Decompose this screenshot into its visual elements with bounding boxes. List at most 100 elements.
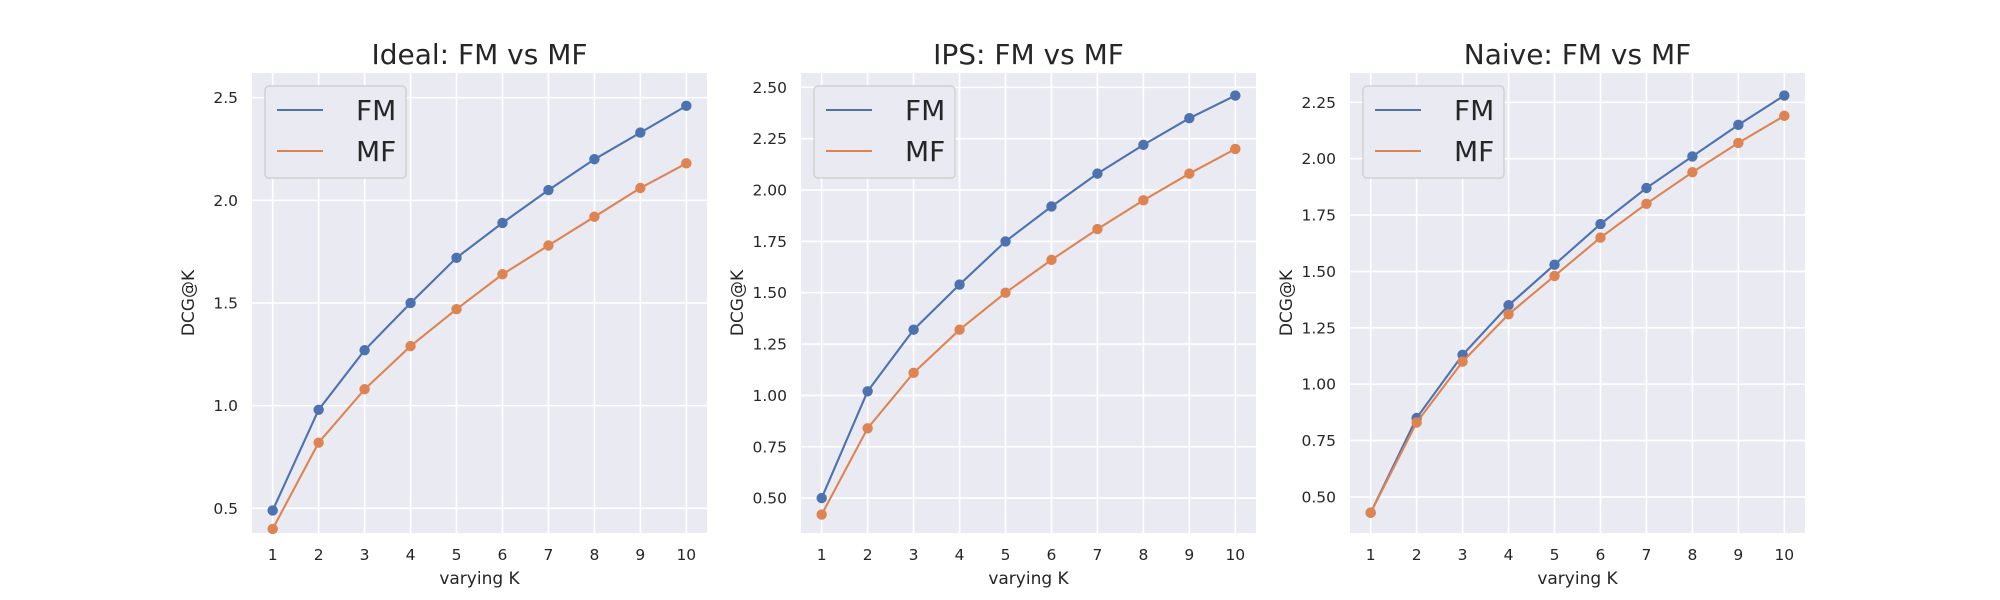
x-tick-label: 1: [1366, 546, 1376, 564]
data-point-fm: [1595, 218, 1606, 230]
data-point-fm: [1687, 151, 1698, 162]
y-tick-label: 1.75: [1301, 207, 1336, 225]
data-point-mf: [1184, 168, 1195, 179]
x-tick-label: 3: [1458, 546, 1468, 564]
data-point-mf: [954, 324, 965, 335]
y-tick-label: 2.00: [752, 182, 787, 200]
legend: FM MF: [813, 85, 956, 179]
data-point-mf: [497, 269, 508, 280]
y-tick-label: 0.50: [752, 490, 787, 508]
data-point-fm: [1779, 90, 1790, 101]
x-tick-label: 2: [863, 546, 873, 564]
chart-panel-3: 1 2 3 4 5 6 7 8 9 10 0.50 0.75 1.00 1.25 1.50 1.75 2.00 2…: [1277, 38, 1805, 589]
data-point-mf: [1411, 417, 1422, 428]
data-point-mf: [908, 367, 919, 379]
x-tick-label: 4: [406, 546, 416, 564]
x-tick-label: 8: [589, 546, 599, 564]
x-tick-label: 7: [1642, 546, 1652, 564]
chart-title: Ideal: FM vs MF: [371, 38, 587, 71]
x-tick-label: 10: [1225, 546, 1245, 564]
data-point-fm: [1184, 112, 1195, 124]
data-point-mf: [1457, 356, 1468, 367]
x-tick-label: 1: [268, 546, 278, 564]
series-line-fm: [271, 104, 687, 511]
x-tick-label: 6: [1047, 546, 1057, 564]
x-tick-label: 4: [955, 546, 965, 564]
y-axis-label: DCG@K: [728, 269, 748, 336]
y-axis-label: DCG@K: [1277, 269, 1297, 336]
data-point-fm: [589, 154, 600, 165]
y-tick-label: 1.25: [1301, 319, 1336, 337]
data-point-fm: [1092, 168, 1103, 179]
x-tick-label: 9: [1733, 546, 1743, 564]
x-tick-label: 6: [498, 546, 508, 564]
data-point-mf: [543, 240, 554, 251]
x-tick-label: 9: [1184, 546, 1194, 564]
legend-label-fm: FM: [1454, 94, 1494, 127]
y-tick-label: 0.75: [752, 438, 787, 456]
legend-label-fm: FM: [905, 94, 945, 127]
legend-label-mf: MF: [356, 135, 396, 168]
x-tick-label: 10: [676, 546, 696, 564]
chart-panel-1: 1 2 3 4 5 6 7 8 9 10 0.5 1.0 1.5 2.0 2.5 varying K DCG@K…: [179, 38, 707, 589]
series-line-fm: [1369, 94, 1785, 514]
data-point-fm: [543, 184, 554, 196]
data-point-mf: [1000, 287, 1011, 298]
x-tick-label: 5: [452, 546, 462, 564]
y-tick-label: 2.0: [213, 192, 238, 210]
data-point-fm: [451, 252, 462, 264]
y-tick-label: 0.5: [213, 500, 238, 518]
y-tick-label: 1.0: [213, 397, 238, 415]
data-point-mf: [1365, 507, 1376, 518]
y-tick-label: 1.50: [1301, 263, 1336, 281]
data-point-fm: [816, 492, 827, 504]
data-point-fm: [267, 505, 278, 516]
legend-label-mf: MF: [1454, 135, 1494, 168]
x-axis-label: varying K: [1537, 569, 1618, 589]
data-point-fm: [1000, 236, 1011, 247]
data-point-mf: [267, 523, 278, 535]
legend: FM MF: [1362, 85, 1505, 179]
x-axis-label: varying K: [439, 569, 520, 589]
x-tick-label: 3: [360, 546, 370, 564]
y-tick-label: 1.75: [752, 233, 787, 251]
x-tick-label: 3: [909, 546, 919, 564]
data-point-fm: [908, 324, 919, 335]
x-tick-label: 2: [1412, 546, 1422, 564]
y-tick-label: 1.00: [1301, 376, 1336, 394]
y-tick-label: 2.00: [1301, 150, 1336, 168]
data-point-mf: [1779, 110, 1790, 122]
chart-title: IPS: FM vs MF: [933, 38, 1124, 71]
x-tick-label: 5: [1550, 546, 1560, 564]
data-point-mf: [1733, 137, 1744, 149]
data-point-fm: [1138, 139, 1149, 151]
legend-label-mf: MF: [905, 135, 945, 168]
y-tick-label: 0.75: [1301, 432, 1336, 450]
data-point-mf: [1549, 270, 1560, 282]
series-line-mf: [1369, 114, 1785, 514]
series-line-fm: [820, 94, 1236, 499]
y-tick-label: 2.25: [1301, 94, 1336, 112]
data-point-mf: [313, 437, 324, 448]
x-axis-label: varying K: [988, 569, 1069, 589]
legend: FM MF: [264, 85, 407, 179]
data-point-fm: [862, 386, 873, 397]
data-point-mf: [635, 182, 646, 194]
x-tick-label: 8: [1687, 546, 1697, 564]
x-tick-label: 10: [1774, 546, 1794, 564]
y-tick-label: 1.25: [752, 336, 787, 354]
x-tick-label: 5: [1001, 546, 1011, 564]
data-point-fm: [313, 404, 324, 415]
x-tick-label: 4: [1504, 546, 1514, 564]
y-tick-label: 1.00: [752, 387, 787, 405]
data-point-fm: [1046, 201, 1057, 212]
y-tick-label: 0.50: [1301, 488, 1336, 506]
data-point-fm: [1733, 119, 1744, 131]
data-point-mf: [862, 423, 873, 434]
data-point-fm: [1641, 182, 1652, 194]
series-line-mf: [271, 162, 687, 530]
y-tick-label: 2.25: [752, 130, 787, 148]
y-tick-label: 2.50: [752, 79, 787, 97]
data-point-mf: [1503, 309, 1514, 320]
